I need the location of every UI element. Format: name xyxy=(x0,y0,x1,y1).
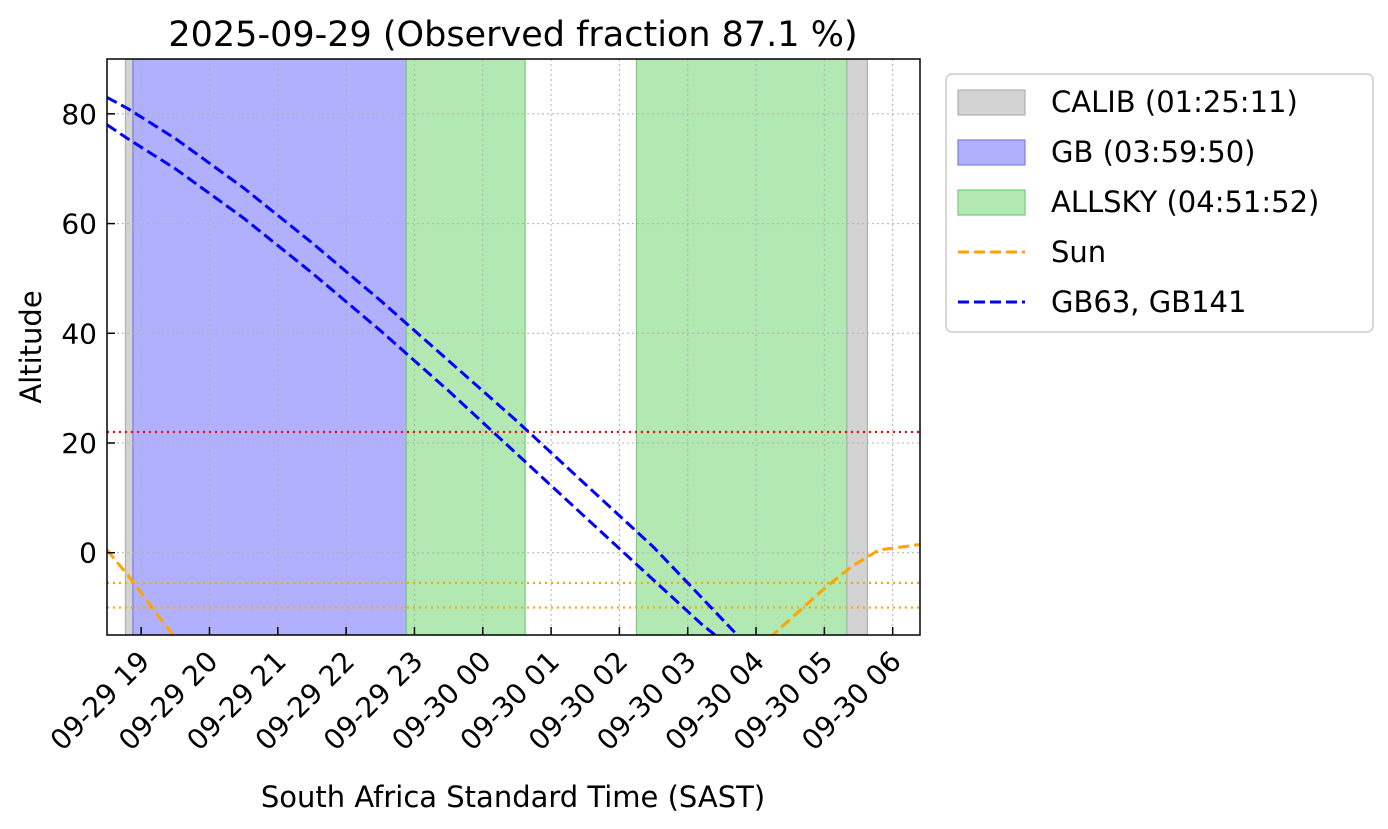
span-gb-1 xyxy=(132,59,407,635)
y-tick-label-0: 0 xyxy=(79,537,97,570)
chart-title: 2025-09-29 (Observed fraction 87.1 %) xyxy=(168,15,857,55)
sun-line-1 xyxy=(770,543,920,635)
span-calib-0 xyxy=(124,59,134,635)
y-tick-label-1: 20 xyxy=(61,427,97,460)
legend-label-0: CALIB (01:25:11) xyxy=(1051,85,1298,119)
gb63-line-0 xyxy=(107,96,740,635)
observation-spans xyxy=(124,59,868,635)
x-axis-label: South Africa Standard Time (SAST) xyxy=(261,780,765,814)
series-lines xyxy=(107,96,920,635)
legend-box xyxy=(945,73,1374,333)
span-calib-4 xyxy=(846,59,868,635)
span-allsky-3 xyxy=(635,59,848,635)
legend-swatch-0 xyxy=(957,89,1026,116)
y-tick-label-4: 80 xyxy=(61,98,97,131)
gb141-line-0 xyxy=(107,123,718,635)
y-tick-label-3: 60 xyxy=(61,208,97,241)
legend-swatch-2 xyxy=(957,189,1026,216)
plot-frame xyxy=(106,58,921,636)
legend-label-3: Sun xyxy=(1051,235,1106,269)
legend-label-1: GB (03:59:50) xyxy=(1051,135,1255,169)
legend-swatch-1 xyxy=(957,139,1026,166)
sun-line-0 xyxy=(107,549,176,635)
y-tick-label-2: 40 xyxy=(61,317,97,350)
y-axis-ticks: 0 20 40 60 80 xyxy=(61,98,115,570)
span-allsky-2 xyxy=(405,59,526,635)
legend-label-2: ALLSKY (04:51:52) xyxy=(1051,185,1319,219)
legend: CALIB (01:25:11) GB (03:59:50) ALLSKY (04:… xyxy=(945,73,1374,333)
grid-lines xyxy=(107,59,920,635)
legend-label-4: GB63, GB141 xyxy=(1051,285,1246,319)
y-axis-label: Altitude xyxy=(14,290,48,403)
